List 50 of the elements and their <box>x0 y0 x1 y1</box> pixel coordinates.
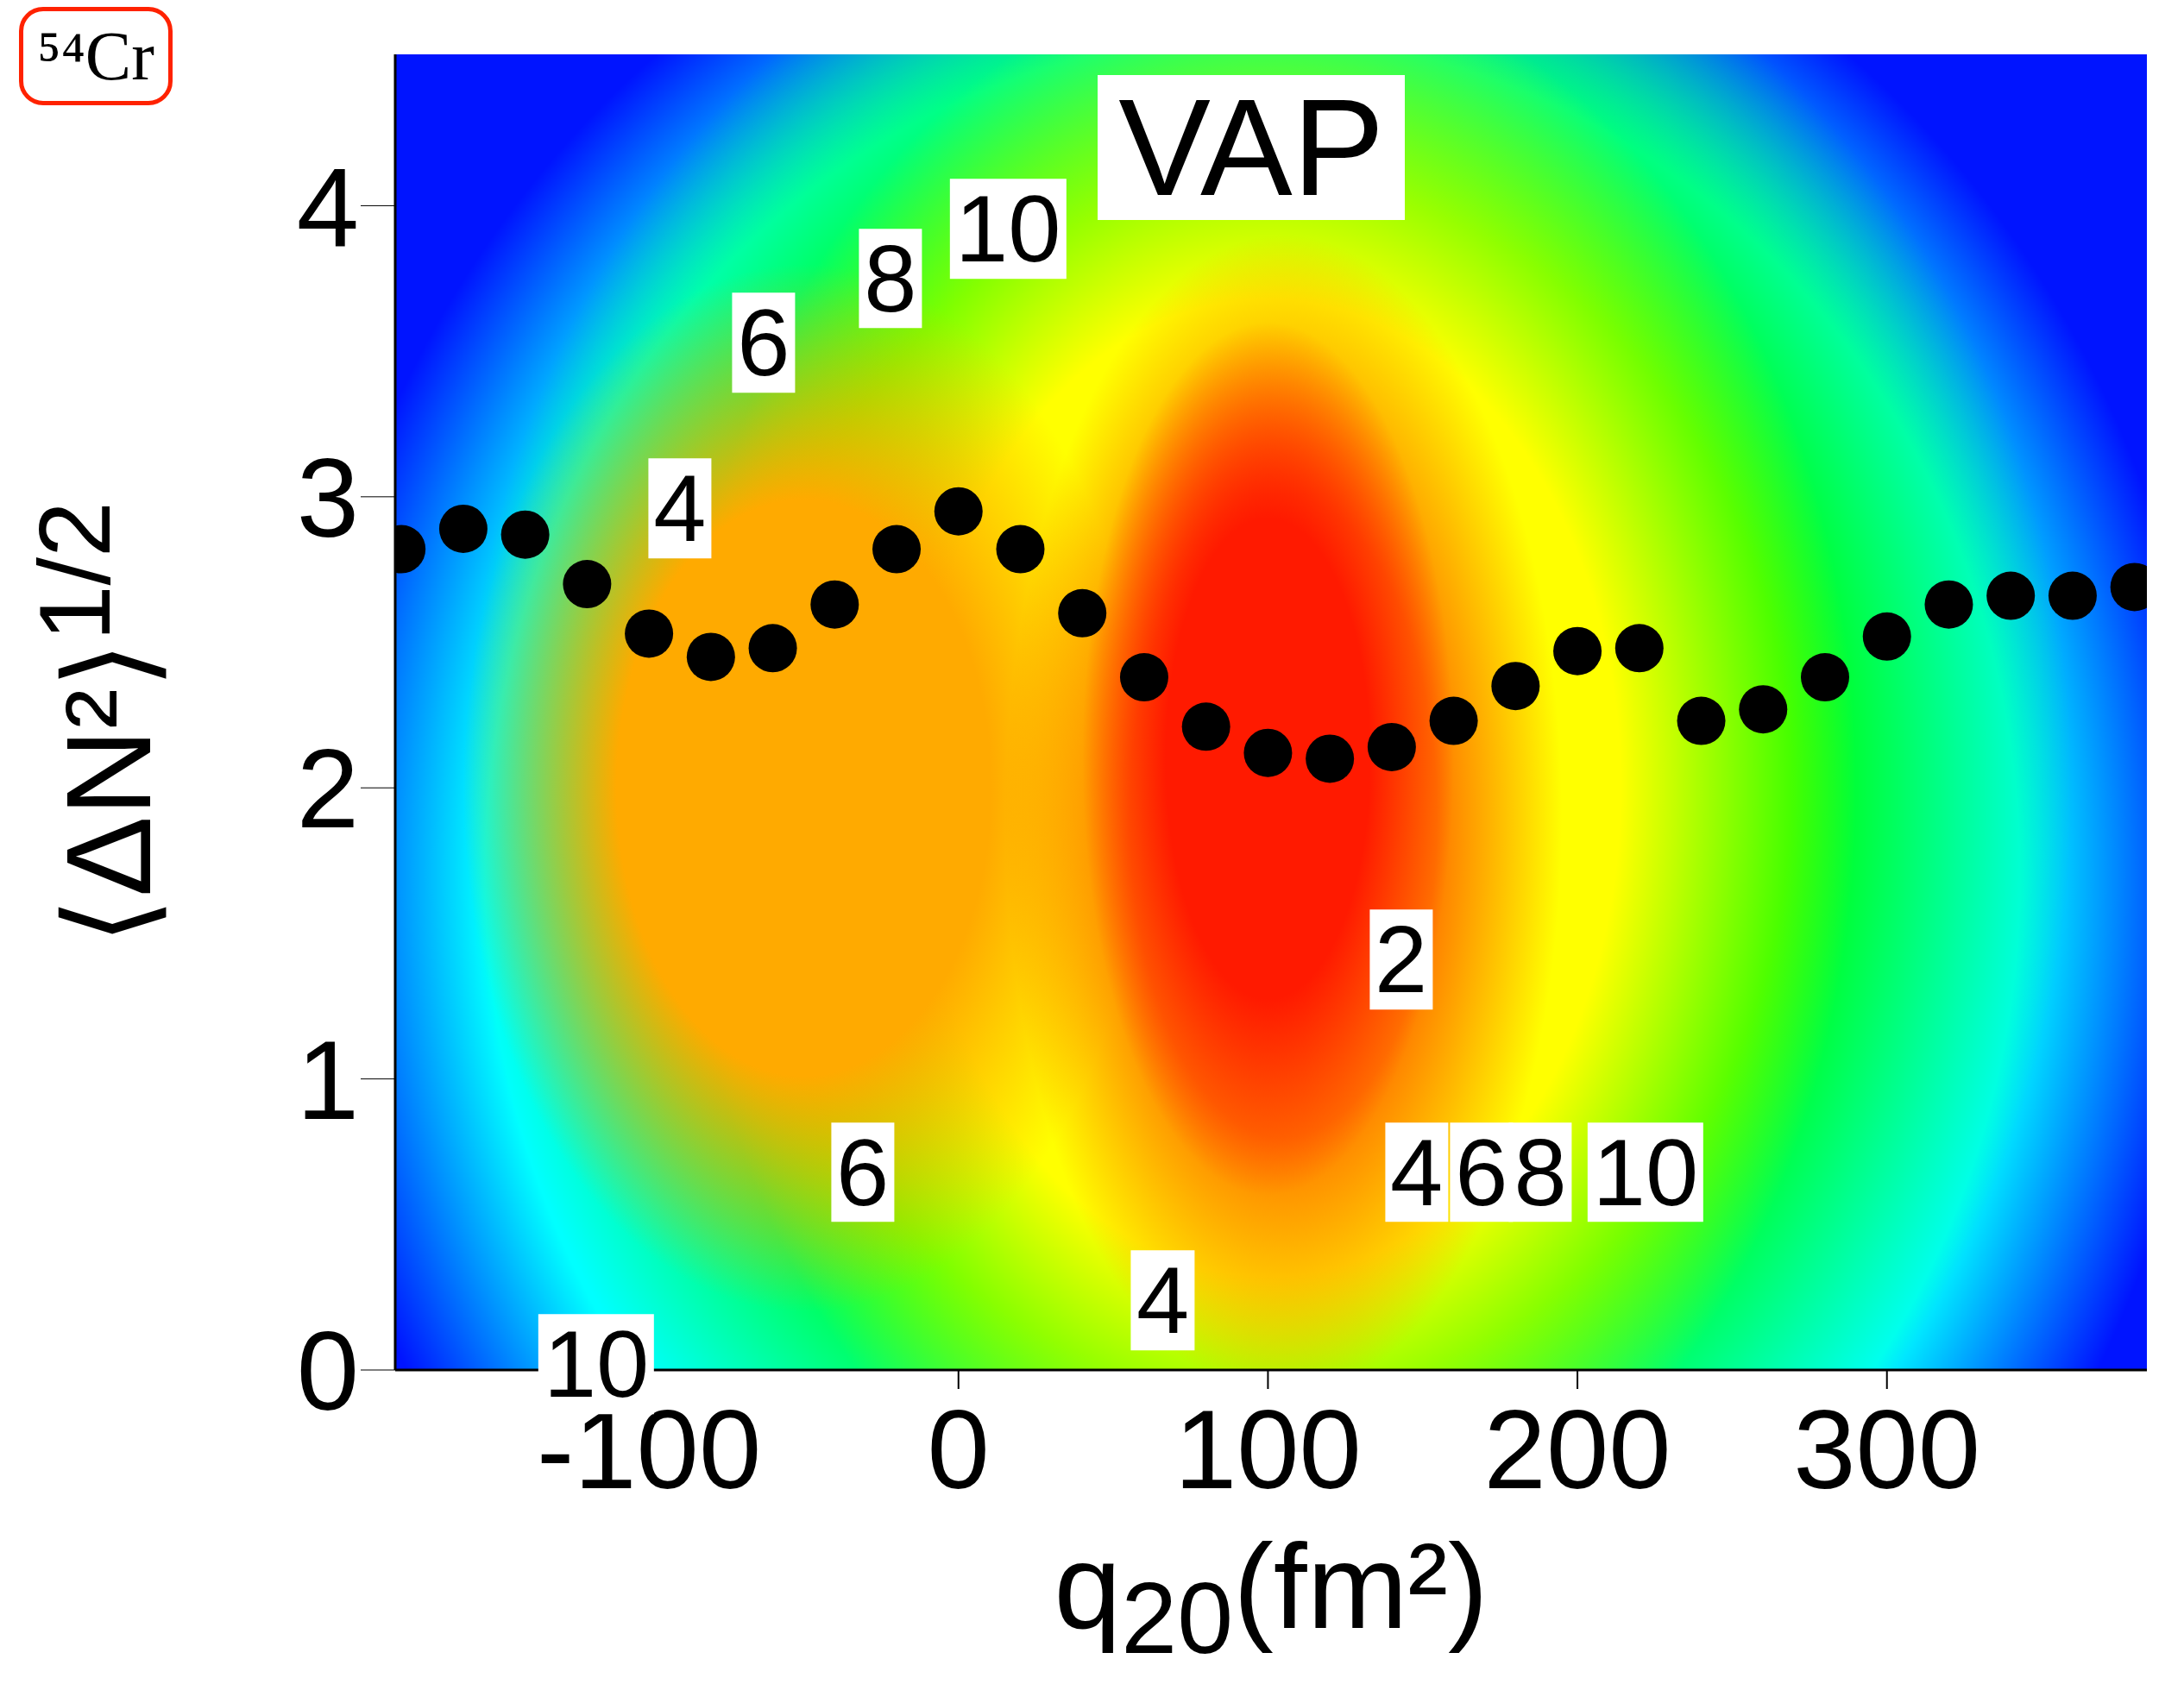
x-tick-label: 100 <box>1174 1386 1362 1513</box>
point <box>2048 571 2097 620</box>
x-axis-title: q$_{20}$(fm²) <box>1054 1518 1489 1675</box>
point <box>563 560 612 609</box>
point <box>748 624 797 673</box>
annotation: VAP <box>1118 69 1385 224</box>
annotation: 8 <box>1514 1118 1567 1225</box>
y-tick-label: 0 <box>296 1308 359 1435</box>
point <box>872 525 922 574</box>
point <box>1058 588 1107 638</box>
annotation: 4 <box>1389 1118 1444 1225</box>
annotation: 8 <box>864 225 917 332</box>
point <box>996 525 1045 574</box>
text: ⁵⁴Cr <box>37 18 154 94</box>
y-tick-label: 4 <box>296 143 359 270</box>
point <box>934 487 983 536</box>
point <box>1739 685 1788 734</box>
point <box>1367 722 1416 771</box>
x-tick-label: 300 <box>1793 1386 1981 1513</box>
point <box>1491 662 1540 711</box>
y-tick-label: 1 <box>296 1016 359 1143</box>
y-tick-label: 2 <box>296 726 359 852</box>
point <box>1801 653 1849 702</box>
annotation: 6 <box>835 1118 890 1225</box>
point <box>438 504 488 553</box>
y-tick-label: 3 <box>296 434 359 561</box>
point <box>1614 624 1664 673</box>
point <box>500 510 550 559</box>
point <box>1677 696 1726 745</box>
annotation: 6 <box>737 289 790 396</box>
point <box>1924 580 1973 629</box>
annotation: 10 <box>1592 1118 1699 1225</box>
point <box>1306 734 1355 783</box>
point <box>686 632 735 682</box>
point <box>1553 626 1602 676</box>
point <box>1243 728 1293 777</box>
point <box>1119 653 1168 702</box>
point <box>625 609 674 658</box>
point <box>810 580 859 629</box>
annotation: 10 <box>954 175 1061 282</box>
point <box>1429 696 1478 745</box>
x-tick-label: 200 <box>1483 1386 1671 1513</box>
annotation: 2 <box>1375 906 1428 1013</box>
x-tick-label: 0 <box>927 1386 990 1513</box>
point <box>1862 612 1911 661</box>
annotation: 4 <box>653 455 707 562</box>
point <box>1986 571 2036 620</box>
annotation: 6 <box>1455 1118 1508 1225</box>
annotation: 4 <box>1136 1247 1190 1354</box>
point <box>1181 702 1230 751</box>
